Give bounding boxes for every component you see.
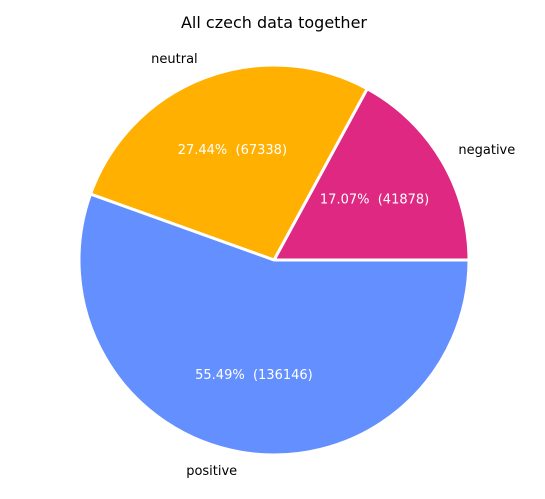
- pie-labels: negative 17.07% (41878) neutral 27.44% (673…: [151, 52, 515, 479]
- pie-slice-positive: [77, 192, 471, 457]
- pie-slices: [77, 63, 471, 457]
- category-label-negative: negative: [458, 143, 515, 158]
- percent-label-negative: 17.07% (41878): [320, 193, 429, 208]
- chart-title: All czech data together: [181, 13, 367, 32]
- pie-slice-neutral: [88, 63, 369, 262]
- percent-label-neutral: 27.44% (67338): [178, 143, 287, 158]
- category-label-neutral: neutral: [151, 52, 198, 67]
- percent-label-positive: 55.49% (136146): [195, 368, 313, 383]
- pie-slice-negative: [272, 87, 471, 262]
- category-label-positive: positive: [186, 464, 237, 479]
